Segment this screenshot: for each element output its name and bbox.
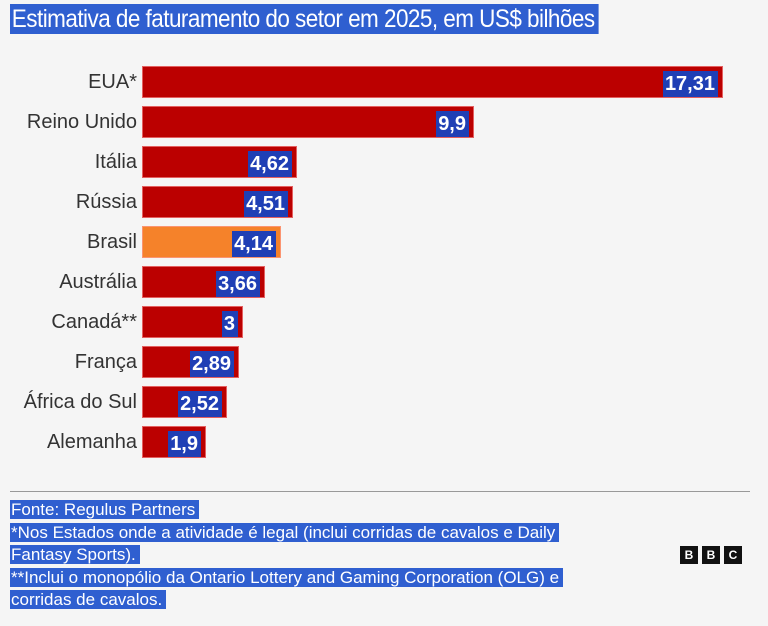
bar: 2,52: [142, 386, 227, 418]
bbc-logo-letter: B: [702, 546, 720, 564]
value-label: 3: [221, 311, 238, 337]
value-label: 9,9: [436, 111, 469, 137]
bar: 4,51: [142, 186, 293, 218]
value-label: 17,31: [662, 71, 718, 97]
category-label: Alemanha: [46, 431, 137, 453]
category-label: Rússia: [75, 191, 137, 213]
bar: 4,14: [142, 226, 281, 258]
footnote-2-line-1: **Inclui o monopólio da Ontario Lottery …: [10, 567, 564, 587]
footnote-2-line-2: corridas de cavalos.: [10, 590, 167, 609]
category-label: África do Sul: [23, 391, 137, 413]
bar-chart: EUA* 17,31 Reino Unido 9,9 Itália 4,62 Rússia 4…: [23, 66, 723, 458]
category-label: Itália: [94, 151, 137, 173]
bar: 3,66: [142, 266, 265, 298]
chart-title: Estimativa de faturamento do setor em 20…: [10, 4, 599, 34]
category-label: Brasil: [86, 231, 137, 253]
bbc-logo-letter: C: [724, 546, 742, 564]
category-label: EUA*: [88, 71, 137, 93]
value-label: 4,14: [232, 231, 276, 257]
value-label: 3,66: [216, 271, 260, 297]
footnote-1-line-2: Fantasy Sports).: [10, 545, 140, 564]
source-note: Fonte: Regulus Partners: [10, 500, 200, 519]
bar: 17,31: [142, 66, 723, 98]
bar: 4,62: [142, 146, 297, 178]
category-label: Austrália: [59, 271, 137, 293]
divider: [10, 491, 750, 492]
category-label: Reino Unido: [26, 111, 137, 133]
footnote-1-line-1: *Nos Estados onde a atividade é legal (i…: [10, 522, 560, 542]
bar: 9,9: [142, 106, 474, 138]
value-label: 2,89: [190, 351, 234, 377]
bar: 2,89: [142, 346, 239, 378]
value-label: 1,9: [168, 431, 201, 457]
bbc-logo: B B C: [680, 546, 742, 564]
category-label: França: [74, 351, 137, 373]
value-label: 2,52: [178, 391, 222, 417]
footer-notes: Fonte: Regulus Partners *Nos Estados ond…: [10, 499, 564, 612]
bbc-logo-letter: B: [680, 546, 698, 564]
category-label: Canadá**: [51, 311, 137, 333]
value-label: 4,62: [248, 151, 292, 177]
value-label: 4,51: [244, 191, 288, 217]
bar: 1,9: [142, 426, 206, 458]
bar: 3: [142, 306, 243, 338]
